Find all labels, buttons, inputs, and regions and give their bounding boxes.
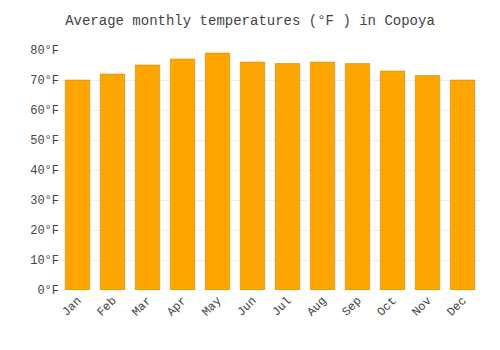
svg-text:May: May — [199, 294, 224, 319]
svg-text:40°F: 40°F — [30, 164, 59, 178]
svg-text:Mar: Mar — [129, 294, 154, 319]
svg-text:Nov: Nov — [409, 294, 434, 319]
svg-text:Feb: Feb — [94, 294, 119, 319]
svg-text:Average monthly temperatures (: Average monthly temperatures (°F ) in Co… — [65, 13, 435, 29]
svg-text:0°F: 0°F — [37, 284, 59, 298]
svg-text:50°F: 50°F — [30, 134, 59, 148]
svg-text:80°F: 80°F — [30, 44, 59, 58]
svg-text:60°F: 60°F — [30, 104, 59, 118]
svg-text:70°F: 70°F — [30, 74, 59, 88]
svg-text:Oct: Oct — [374, 294, 399, 319]
svg-text:20°F: 20°F — [30, 224, 59, 238]
svg-text:Apr: Apr — [164, 294, 189, 319]
svg-text:30°F: 30°F — [30, 194, 59, 208]
svg-text:Jan: Jan — [59, 294, 84, 319]
svg-text:10°F: 10°F — [30, 254, 59, 268]
svg-text:Jun: Jun — [234, 294, 259, 319]
svg-text:Jul: Jul — [269, 294, 294, 319]
svg-text:Dec: Dec — [444, 294, 469, 319]
svg-text:Sep: Sep — [339, 294, 364, 319]
svg-text:Aug: Aug — [304, 294, 329, 319]
